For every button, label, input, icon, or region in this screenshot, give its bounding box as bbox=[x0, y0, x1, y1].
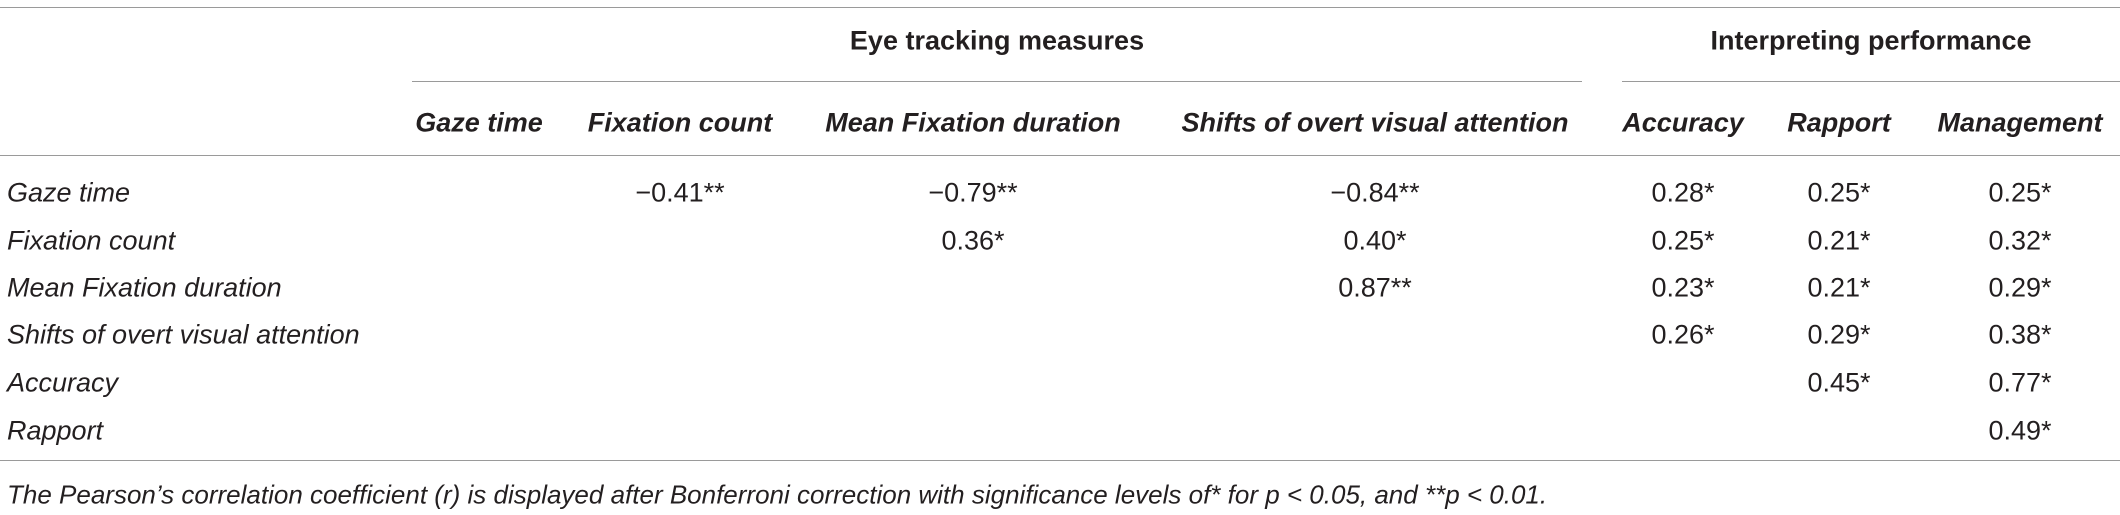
cell: 0.26* bbox=[1651, 319, 1715, 350]
column-header: Management bbox=[1937, 107, 2103, 138]
row-label: Gaze time bbox=[7, 177, 131, 208]
footnote: The Pearson’s correlation coefficient (r… bbox=[7, 479, 1548, 510]
cell: 0.28* bbox=[1651, 177, 1715, 208]
cell: 0.21* bbox=[1807, 225, 1871, 256]
row-label: Shifts of overt visual attention bbox=[7, 319, 360, 350]
column-header: Gaze time bbox=[415, 107, 543, 138]
cell: 0.77* bbox=[1988, 367, 2052, 398]
group-rule bbox=[412, 81, 1582, 82]
cell: 0.23* bbox=[1651, 272, 1715, 303]
row-label: Accuracy bbox=[7, 367, 119, 398]
group-rule bbox=[1622, 81, 2120, 82]
column-header: Shifts of overt visual attention bbox=[1181, 107, 1569, 138]
cell: 0.29* bbox=[1988, 272, 2052, 303]
group-header: Interpreting performance bbox=[1710, 25, 2032, 56]
bottom-rule bbox=[0, 460, 2120, 461]
cell: 0.32* bbox=[1988, 225, 2052, 256]
cell: 0.29* bbox=[1807, 319, 1871, 350]
top-rule bbox=[0, 7, 2120, 8]
cell: 0.21* bbox=[1807, 272, 1871, 303]
cell: −0.79** bbox=[928, 177, 1018, 208]
cell: −0.41** bbox=[635, 177, 725, 208]
row-label: Mean Fixation duration bbox=[7, 272, 282, 303]
cell: 0.49* bbox=[1988, 415, 2052, 446]
column-header: Accuracy bbox=[1622, 107, 1744, 138]
column-header: Rapport bbox=[1787, 107, 1891, 138]
row-label: Rapport bbox=[7, 415, 104, 446]
cell: 0.36* bbox=[941, 225, 1005, 256]
cell: −0.84** bbox=[1330, 177, 1420, 208]
cell: 0.25* bbox=[1807, 177, 1871, 208]
header-rule bbox=[0, 155, 2120, 156]
cell: 0.40* bbox=[1343, 225, 1407, 256]
column-header: Mean Fixation duration bbox=[825, 107, 1121, 138]
row-label: Fixation count bbox=[7, 225, 176, 256]
cell: 0.25* bbox=[1651, 225, 1715, 256]
group-header: Eye tracking measures bbox=[849, 25, 1145, 56]
column-header: Fixation count bbox=[587, 107, 773, 138]
cell: 0.25* bbox=[1988, 177, 2052, 208]
cell: 0.38* bbox=[1988, 319, 2052, 350]
cell: 0.87** bbox=[1338, 272, 1412, 303]
cell: 0.45* bbox=[1807, 367, 1871, 398]
